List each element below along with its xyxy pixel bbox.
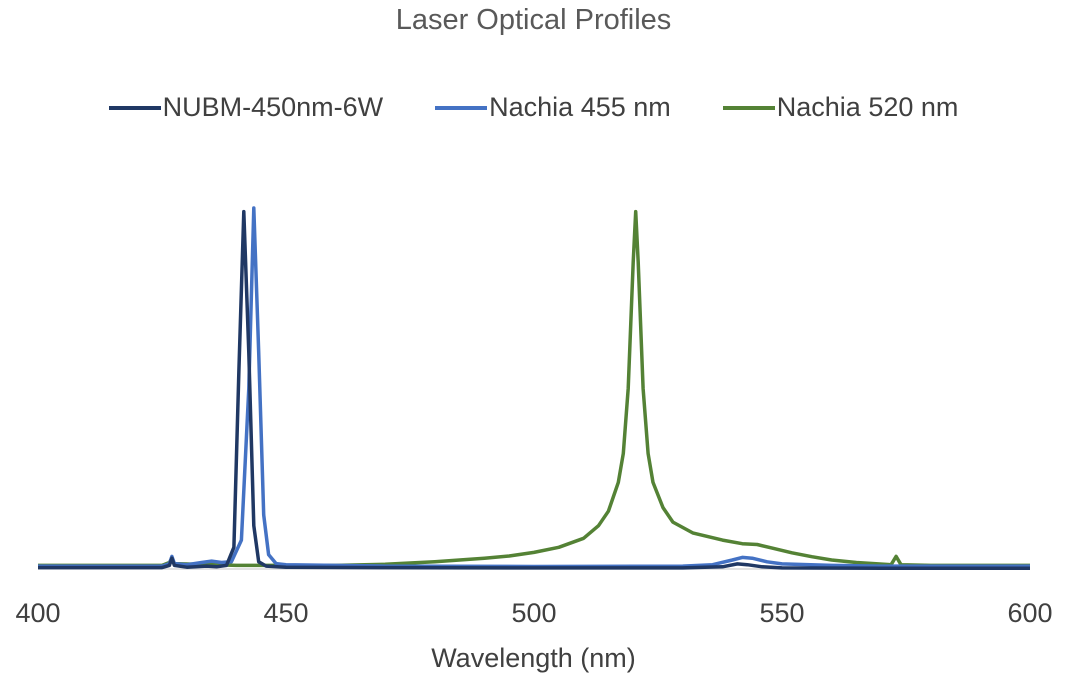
chart-legend: NUBM-450nm-6W Nachia 455 nm Nachia 520 n…	[0, 92, 1067, 123]
x-tick-label: 450	[263, 598, 308, 628]
legend-label-nubm: NUBM-450nm-6W	[162, 92, 384, 122]
x-tick-label: 500	[511, 598, 556, 628]
x-tick-label: 550	[759, 598, 804, 628]
legend-swatch-nubm	[108, 105, 161, 110]
legend-item-nachia-520: Nachia 520 nm	[722, 92, 959, 123]
chart-title: Laser Optical Profiles	[395, 4, 672, 36]
legend-label-nachia-455: Nachia 455 nm	[489, 92, 671, 122]
legend-item-nachia-455: Nachia 455 nm	[435, 92, 671, 123]
series-line-nachia-455	[38, 206, 1030, 569]
series-line-nachia-520	[38, 209, 1030, 568]
legend-swatch-nachia-455	[435, 105, 488, 110]
legend-swatch-nachia-520	[722, 105, 775, 110]
legend-item-nubm: NUBM-450nm-6W	[108, 92, 384, 123]
x-tick-label: 400	[15, 598, 60, 628]
series-line-nubm	[38, 209, 1030, 571]
legend-label-nachia-520: Nachia 520 nm	[776, 92, 959, 122]
x-axis-label: Wavelength (nm)	[431, 643, 636, 673]
x-tick-label: 600	[1007, 598, 1052, 628]
